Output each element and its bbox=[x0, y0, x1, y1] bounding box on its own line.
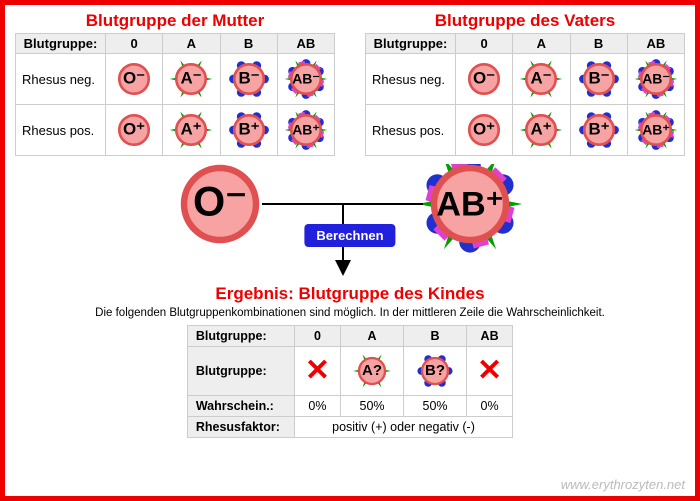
bg-cell[interactable]: B⁺ bbox=[570, 105, 627, 156]
svg-text:AB⁻: AB⁻ bbox=[292, 71, 320, 87]
result-x: ✕ bbox=[294, 347, 340, 396]
svg-text:B⁻: B⁻ bbox=[238, 69, 259, 88]
father-title: Blutgruppe des Vaters bbox=[365, 11, 685, 31]
mother-table: Blutgruppe:0ABABRhesus neg. O⁻ A⁻ B⁻ AB⁻… bbox=[15, 33, 335, 156]
svg-text:O⁻: O⁻ bbox=[473, 69, 495, 88]
bg-cell[interactable]: AB⁻ bbox=[627, 54, 684, 105]
svg-text:B⁺: B⁺ bbox=[588, 120, 609, 139]
svg-text:O⁺: O⁺ bbox=[123, 120, 145, 139]
mother-block: Blutgruppe der Mutter Blutgruppe:0ABABRh… bbox=[15, 11, 335, 156]
bg-cell[interactable]: O⁺ bbox=[456, 105, 513, 156]
result-cell: A? bbox=[341, 347, 404, 396]
mid-row: O⁻ AB⁺ Berechnen bbox=[15, 164, 685, 284]
result-subtitle: Die folgenden Blutgruppenkombinationen s… bbox=[15, 307, 685, 319]
father-table: Blutgruppe:0ABABRhesus neg. O⁻ A⁻ B⁻ AB⁻… bbox=[365, 33, 685, 156]
svg-text:B⁺: B⁺ bbox=[238, 120, 259, 139]
svg-text:O⁻: O⁻ bbox=[123, 69, 145, 88]
svg-text:B?: B? bbox=[425, 362, 445, 379]
svg-text:O⁻: O⁻ bbox=[193, 179, 247, 225]
bg-cell[interactable]: A⁺ bbox=[163, 105, 220, 156]
bg-cell[interactable]: A⁻ bbox=[513, 54, 570, 105]
bg-cell[interactable]: O⁻ bbox=[106, 54, 163, 105]
bg-cell[interactable]: O⁻ bbox=[456, 54, 513, 105]
bg-cell[interactable]: A⁺ bbox=[513, 105, 570, 156]
bg-cell[interactable]: AB⁺ bbox=[627, 105, 684, 156]
svg-text:A⁻: A⁻ bbox=[531, 69, 552, 88]
result-table: Blutgruppe:0ABABBlutgruppe:✕ A? B?✕Wahrs… bbox=[187, 325, 513, 438]
bg-cell[interactable]: O⁺ bbox=[106, 105, 163, 156]
father-block: Blutgruppe des Vaters Blutgruppe:0ABABRh… bbox=[365, 11, 685, 156]
svg-text:A⁻: A⁻ bbox=[181, 69, 202, 88]
calculate-button[interactable]: Berechnen bbox=[304, 224, 395, 247]
bg-cell[interactable]: A⁻ bbox=[163, 54, 220, 105]
frame: Blutgruppe der Mutter Blutgruppe:0ABABRh… bbox=[0, 0, 700, 501]
bg-cell[interactable]: B⁻ bbox=[570, 54, 627, 105]
svg-text:A⁺: A⁺ bbox=[531, 120, 552, 139]
result-block: Ergebnis: Blutgruppe des Kindes Die folg… bbox=[15, 284, 685, 438]
svg-text:B⁻: B⁻ bbox=[588, 69, 609, 88]
svg-text:AB⁺: AB⁺ bbox=[436, 186, 503, 224]
svg-text:A?: A? bbox=[362, 362, 382, 379]
svg-text:AB⁻: AB⁻ bbox=[642, 71, 670, 87]
bg-cell[interactable]: B⁻ bbox=[220, 54, 277, 105]
bg-cell[interactable]: AB⁻ bbox=[277, 54, 334, 105]
bg-cell[interactable]: AB⁺ bbox=[277, 105, 334, 156]
parents-row: Blutgruppe der Mutter Blutgruppe:0ABABRh… bbox=[15, 11, 685, 156]
mother-title: Blutgruppe der Mutter bbox=[15, 11, 335, 31]
svg-text:AB⁺: AB⁺ bbox=[642, 122, 670, 138]
svg-text:AB⁺: AB⁺ bbox=[292, 122, 320, 138]
watermark: www.erythrozyten.net bbox=[561, 477, 685, 492]
bg-cell[interactable]: B⁺ bbox=[220, 105, 277, 156]
svg-text:A⁺: A⁺ bbox=[181, 120, 202, 139]
svg-text:O⁺: O⁺ bbox=[473, 120, 495, 139]
result-cell: B? bbox=[404, 347, 467, 396]
result-x: ✕ bbox=[467, 347, 513, 396]
result-title: Ergebnis: Blutgruppe des Kindes bbox=[15, 284, 685, 304]
